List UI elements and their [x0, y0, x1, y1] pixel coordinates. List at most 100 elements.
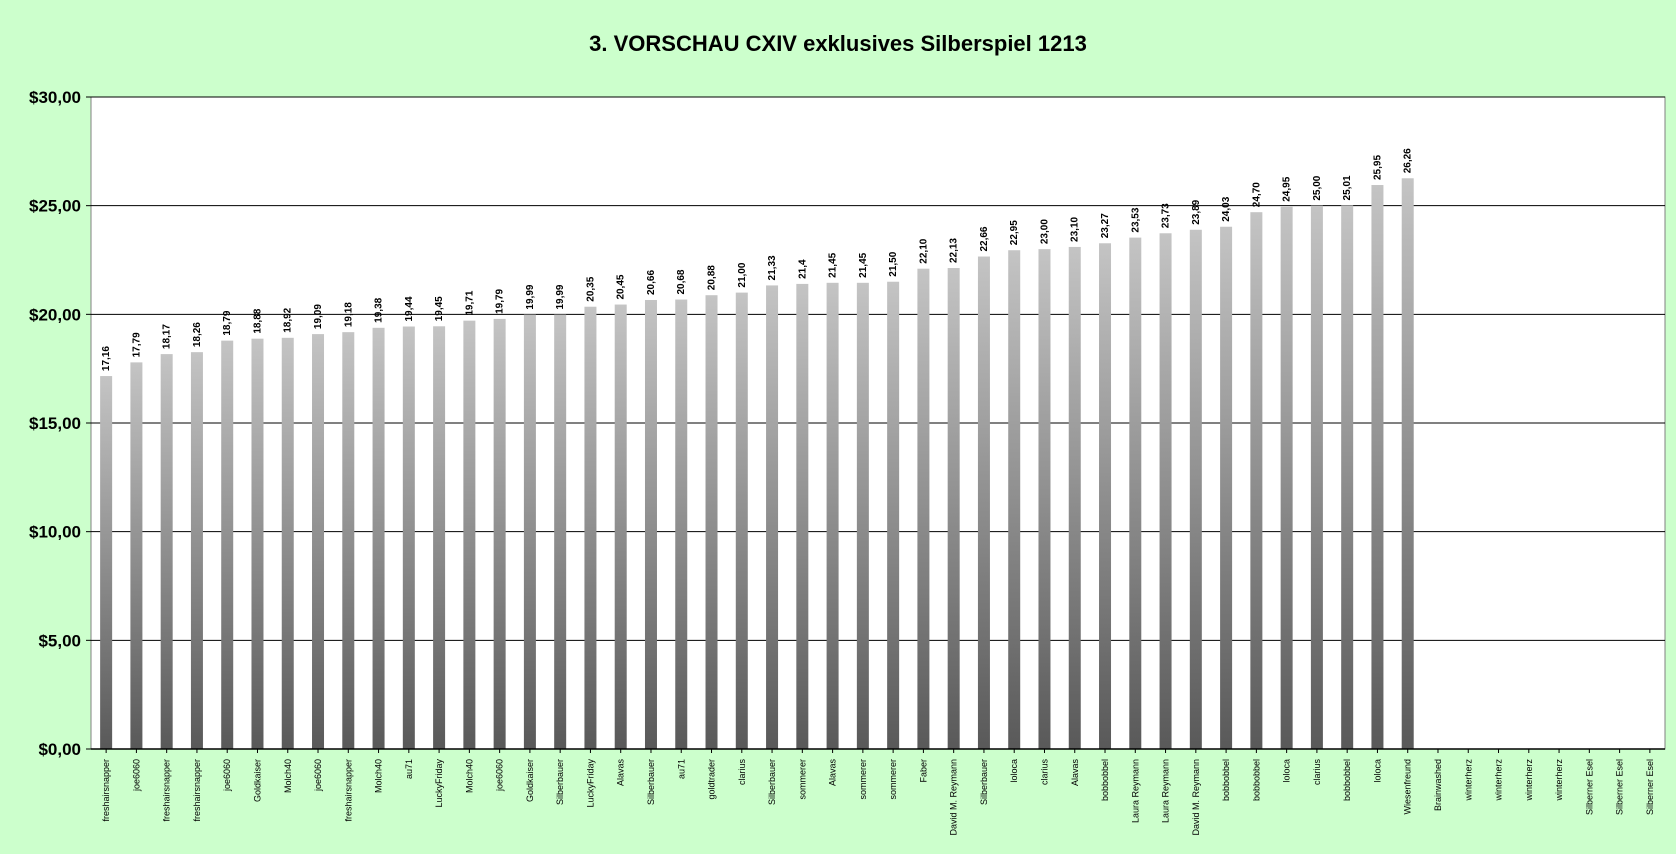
data-label: 18,92 — [283, 307, 294, 332]
data-label: 19,99 — [555, 284, 566, 309]
category-label: Molch40 — [283, 759, 293, 793]
y-tick-label: $15,00 — [29, 414, 81, 433]
category-label: Laura Reymann — [1161, 759, 1171, 823]
category-label: loloca — [1282, 759, 1292, 783]
bar — [372, 327, 385, 749]
data-label: 19,79 — [495, 288, 506, 313]
y-tick-label: $5,00 — [38, 631, 81, 650]
data-label: 21,33 — [767, 255, 778, 280]
bar — [826, 282, 839, 749]
bar — [160, 354, 173, 749]
category-label: au71 — [404, 759, 414, 779]
bar — [887, 281, 900, 749]
data-label: 24,03 — [1221, 196, 1232, 221]
data-label: 19,45 — [434, 296, 445, 321]
bar — [644, 299, 657, 749]
category-label: sommerer — [888, 759, 898, 800]
data-label: 18,79 — [222, 310, 233, 335]
bar — [947, 268, 960, 749]
bar — [1341, 205, 1354, 749]
data-label: 24,95 — [1282, 176, 1293, 201]
bar — [100, 376, 113, 749]
category-label: Molch40 — [374, 759, 384, 793]
y-tick-label: $0,00 — [38, 740, 81, 759]
data-label: 20,45 — [616, 274, 627, 299]
category-label: Wiesenfreund — [1403, 759, 1413, 815]
category-label: Silberner Esel — [1645, 759, 1655, 815]
data-label: 25,00 — [1312, 175, 1323, 200]
data-label: 23,89 — [1191, 199, 1202, 224]
bar — [766, 285, 779, 749]
category-label: sommerer — [858, 759, 868, 800]
category-label: sommerer — [797, 759, 807, 800]
data-label: 20,88 — [707, 265, 718, 290]
category-label: Silberbauer — [555, 759, 565, 805]
bar — [463, 320, 476, 749]
bars — [100, 178, 1414, 750]
y-axis-tick-labels: $0,00 $5,00 $10,00 $15,00 $20,00 $25,00 $30,00 — [29, 88, 81, 759]
bar — [493, 318, 506, 749]
y-tick-label: $30,00 — [29, 88, 81, 107]
category-label: Brainwashed — [1433, 759, 1443, 811]
bar — [251, 338, 264, 749]
data-label: 21,45 — [858, 252, 869, 277]
category-label: Silberbauer — [646, 759, 656, 805]
category-label: clarius — [1039, 759, 1049, 786]
bar — [856, 282, 869, 749]
category-label: bobbobbel — [1251, 759, 1261, 801]
bar — [1250, 212, 1263, 750]
category-label: Goldkaiser — [252, 759, 262, 802]
category-label: Alavas — [616, 759, 626, 787]
data-label: 20,68 — [676, 269, 687, 294]
bar — [1159, 233, 1172, 749]
category-label: Faber — [918, 759, 928, 783]
category-label: Silberbauer — [767, 759, 777, 805]
data-label: 20,35 — [585, 276, 596, 301]
bar — [1099, 243, 1112, 750]
category-label: goldtrader — [707, 759, 717, 800]
data-label: 20,66 — [646, 270, 657, 295]
bar — [1189, 229, 1202, 750]
category-label: joe6060 — [313, 759, 323, 792]
category-label: LuckyFriday — [585, 759, 595, 808]
bar — [342, 332, 355, 749]
bar — [221, 340, 234, 749]
data-label: 21,4 — [797, 259, 808, 279]
category-label: freshairsnapper — [343, 759, 353, 822]
bar — [402, 326, 415, 749]
bar — [705, 295, 718, 749]
data-label: 21,50 — [888, 251, 899, 276]
category-label: winterherz — [1494, 759, 1504, 802]
bar — [190, 352, 203, 749]
category-label: David M. Reymann — [949, 759, 959, 836]
category-label: clarius — [1312, 759, 1322, 786]
data-label: 19,71 — [464, 290, 475, 315]
category-label: loloca — [1372, 759, 1382, 783]
data-label: 22,66 — [979, 226, 990, 251]
category-label: joe6060 — [131, 759, 141, 792]
bar — [1220, 226, 1233, 750]
category-label: Laura Reymann — [1130, 759, 1140, 823]
data-label: 17,16 — [101, 346, 112, 371]
chart-title: 3. VORSCHAU CXIV exklusives Silberspiel … — [589, 31, 1087, 56]
category-label: bobbobbel — [1100, 759, 1110, 801]
bar — [675, 299, 688, 749]
data-label: 19,44 — [404, 296, 415, 321]
data-label: 19,18 — [343, 302, 354, 327]
data-label: 21,00 — [737, 262, 748, 287]
bar — [1280, 206, 1293, 750]
bar — [523, 314, 536, 749]
data-label: 23,10 — [1070, 216, 1081, 241]
bar — [1008, 250, 1021, 749]
bar — [614, 304, 627, 749]
bar — [1129, 237, 1142, 749]
data-label: 18,17 — [162, 324, 173, 349]
category-label: David M. Reymann — [1191, 759, 1201, 836]
category-label: Alavas — [828, 759, 838, 787]
data-label: 19,38 — [374, 297, 385, 322]
data-label: 18,26 — [192, 322, 203, 347]
category-label: joe6060 — [222, 759, 232, 792]
data-label: 23,27 — [1100, 213, 1111, 238]
